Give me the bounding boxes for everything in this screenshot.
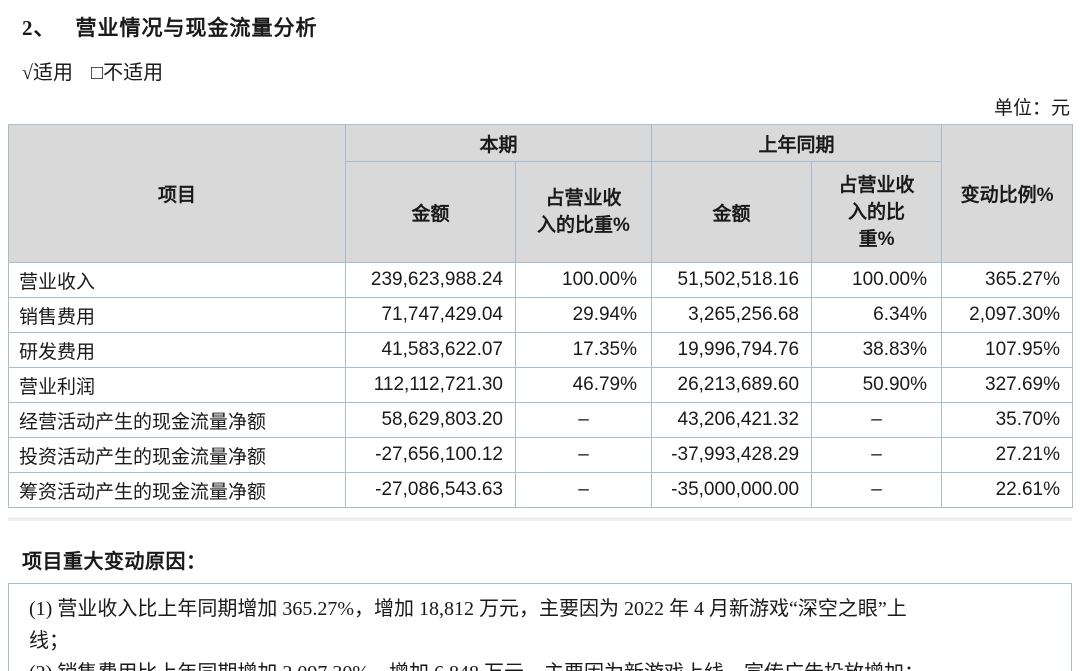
cell-change-ratio: 365.27%	[941, 262, 1074, 298]
notes-heading: 项目重大变动原因：	[22, 551, 207, 573]
cell-item: 销售费用	[8, 297, 346, 333]
header-pct-current-line: 占营业收	[545, 188, 622, 209]
header-amount-prior: 金额	[651, 161, 813, 263]
header-amount-current: 金额	[345, 161, 516, 263]
cell-current-amount: 239,623,988.24	[345, 262, 516, 298]
cell-current-amount: -27,086,543.63	[345, 472, 516, 508]
header-pct-current: 占营业收 入的比重%	[514, 161, 653, 263]
notes-box: (1) 营业收入比上年同期增加 365.27%，增加 18,812 万元，主要因…	[8, 583, 1072, 671]
cell-current-pct: –	[514, 472, 653, 508]
cell-prior-amount: 3,265,256.68	[651, 297, 813, 333]
cell-item: 研发费用	[8, 332, 346, 368]
section-title-text: 营业情况与现金流量分析	[75, 16, 318, 40]
cell-item: 营业收入	[8, 262, 346, 298]
table-row: 研发费用 41,583,622.07 17.35% 19,996,794.76 38.8…	[8, 332, 1074, 368]
cell-prior-amount: 26,213,689.60	[651, 367, 813, 403]
not-applicable-option: □不适用	[90, 62, 164, 84]
cell-change-ratio: 327.69%	[941, 367, 1074, 403]
cell-change-ratio: 107.95%	[941, 332, 1074, 368]
cell-prior-amount: 43,206,421.32	[651, 402, 813, 438]
cell-prior-pct: 50.90%	[811, 367, 943, 403]
applicable-option: √适用	[22, 62, 73, 84]
cell-prior-pct: 100.00%	[811, 262, 943, 298]
cell-current-amount: 112,112,721.30	[345, 367, 516, 403]
header-pct-prior: 占营业收 入的比 重%	[811, 161, 943, 263]
cell-change-ratio: 22.61%	[941, 472, 1074, 508]
cell-prior-pct: –	[811, 402, 943, 438]
cell-item: 筹资活动产生的现金流量净额	[8, 472, 346, 508]
header-change-ratio: 变动比例%	[941, 124, 1074, 263]
cell-current-pct: 46.79%	[514, 367, 653, 403]
header-pct-prior-line: 重%	[858, 228, 895, 250]
table-row: 经营活动产生的现金流量净额 58,629,803.20–43,206,421.32…	[8, 402, 1074, 438]
table-row: 投资活动产生的现金流量净额 -27,656,100.12– -37,993,428.…	[8, 437, 1074, 473]
cell-current-pct: 100.00%	[514, 262, 653, 298]
financial-table: 项目 本期 上年同期 变动比例% 金额 占营业收 入的比重% 金额 占营业收 入…	[8, 124, 1074, 508]
table-row: 营业收入 239,623,988.24 100.00% 51,502,518.16 10…	[8, 262, 1074, 298]
cell-current-amount: 41,583,622.07	[345, 332, 516, 368]
table-row: 营业利润 112,112,721.30 46.79% 26,213,689.60 50.…	[8, 367, 1074, 403]
cell-change-ratio: 35.70%	[941, 402, 1074, 438]
cell-item: 经营活动产生的现金流量净额	[8, 402, 346, 438]
cell-prior-amount: 51,502,518.16	[651, 262, 813, 298]
header-pct-prior-line: 占营业收	[838, 174, 915, 196]
cell-prior-pct: 6.34%	[811, 297, 943, 333]
cell-prior-amount: -35,000,000.00	[651, 472, 813, 508]
cell-prior-amount: -37,993,428.29	[651, 437, 813, 473]
note-line: 线；	[29, 630, 69, 652]
cell-change-ratio: 27.21%	[941, 437, 1074, 473]
header-prior-period: 上年同期	[651, 124, 943, 162]
cell-current-pct: 17.35%	[514, 332, 653, 368]
cell-prior-pct: 38.83%	[811, 332, 943, 368]
section-number: 2、	[22, 16, 56, 40]
cell-current-pct: 29.94%	[514, 297, 653, 333]
section-title: 2、 营业情况与现金流量分析	[22, 12, 1072, 42]
cell-current-pct: –	[514, 402, 653, 438]
cell-item: 投资活动产生的现金流量净额	[8, 437, 346, 473]
table-row: 筹资活动产生的现金流量净额 -27,086,543.63– -35,000,000.…	[8, 472, 1074, 508]
cell-prior-pct: –	[811, 472, 943, 508]
cell-prior-amount: 19,996,794.76	[651, 332, 813, 368]
cell-current-pct: –	[514, 437, 653, 473]
cell-current-amount: -27,656,100.12	[345, 437, 516, 473]
cell-item: 营业利润	[8, 367, 346, 403]
applicability-line: √适用 □不适用	[22, 56, 1072, 85]
header-pct-current-line: 入的比重%	[537, 215, 630, 236]
header-item: 项目	[8, 124, 346, 263]
cell-current-amount: 71,747,429.04	[345, 297, 516, 333]
table-bottom-shadow	[8, 517, 1072, 521]
unit-label: 单位：元	[993, 98, 1070, 119]
note-line: (1) 营业收入比上年同期增加 365.27%，增加 18,812 万元，主要因…	[29, 598, 907, 620]
table-row: 销售费用 71,747,429.04 29.94% 3,265,256.68 6.34%…	[8, 297, 1074, 333]
header-pct-prior-line: 入的比	[848, 201, 906, 223]
cell-prior-pct: –	[811, 437, 943, 473]
note-line: (2) 销售费用比上年同期增加 2,097.30%，增加 6,848 万元，主要…	[29, 657, 1059, 671]
cell-change-ratio: 2,097.30%	[941, 297, 1074, 333]
header-current-period: 本期	[344, 124, 653, 162]
cell-current-amount: 58,629,803.20	[345, 402, 516, 438]
table-body: 营业收入 239,623,988.24 100.00% 51,502,518.16 10…	[8, 262, 1074, 508]
